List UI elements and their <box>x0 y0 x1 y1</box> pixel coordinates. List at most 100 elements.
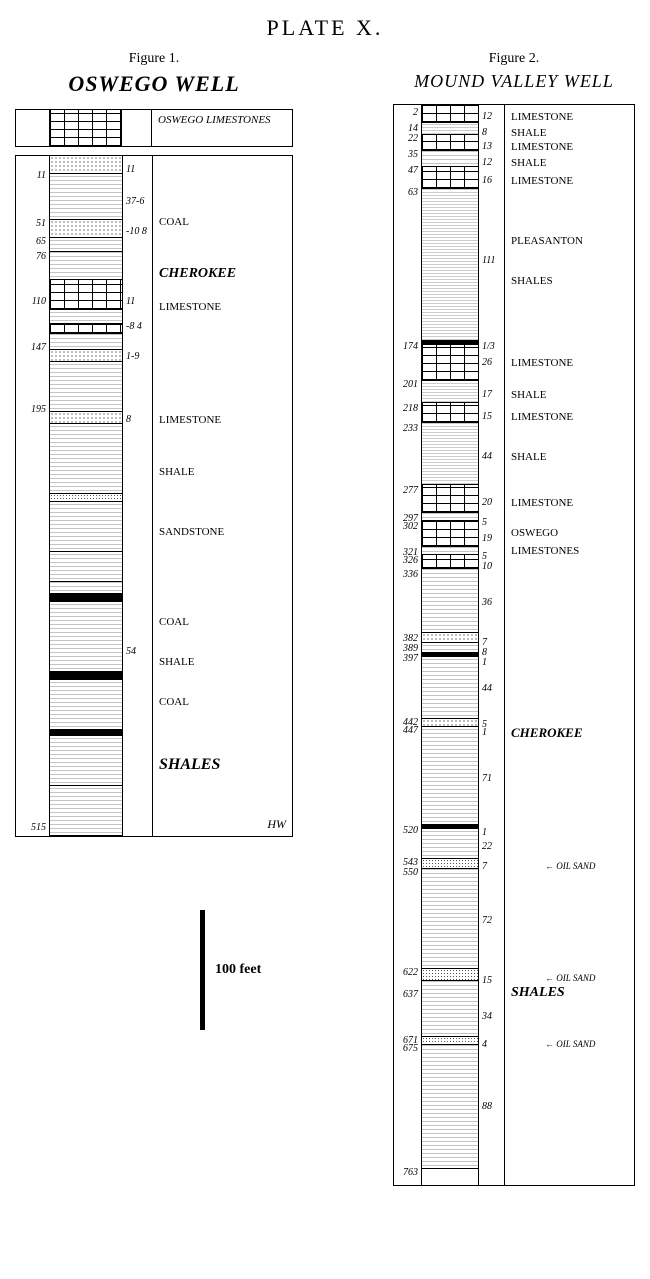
rock-label: SHALE <box>511 451 546 463</box>
depth-value: 515 <box>31 822 46 833</box>
litho-layer <box>50 502 122 552</box>
litho-layer <box>422 403 478 423</box>
rock-label: SHALES <box>511 275 553 287</box>
rock-label: OSWEGO <box>511 527 558 539</box>
rock-label: COAL <box>159 216 189 228</box>
rock-label: LIMESTONE <box>511 411 573 423</box>
rock-label: LIMESTONE <box>511 357 573 369</box>
litho-layer <box>422 381 478 403</box>
thickness-value: 88 <box>482 1101 492 1112</box>
litho-layer <box>50 736 122 786</box>
rock-label: SANDSTONE <box>159 526 224 538</box>
thickness-value: 16 <box>482 175 492 186</box>
litho-layer <box>422 719 478 727</box>
litho-layer <box>50 252 122 280</box>
depth-value: 302 <box>403 521 418 532</box>
litho-layer <box>50 220 122 238</box>
thickness-value: 1 <box>482 657 487 668</box>
litho-layer <box>50 672 122 680</box>
litho-layer <box>422 643 478 653</box>
litho-layer <box>422 969 478 981</box>
litho-layer <box>422 423 478 485</box>
litho-layer <box>50 156 122 174</box>
arrow-label: ← OIL SAND <box>545 1039 595 1049</box>
thickness-value: 7 <box>482 861 487 872</box>
litho-layer <box>422 105 478 123</box>
thickness-value: 19 <box>482 533 492 544</box>
thickness-value: 44 <box>482 451 492 462</box>
figure-1-label: Figure 1. <box>129 51 180 67</box>
rock-label: COAL <box>159 616 189 628</box>
rock-label: SHALE <box>511 127 546 139</box>
litho-layer <box>50 786 122 836</box>
rock-label: LIMESTONES <box>511 545 579 557</box>
depth-value: 637 <box>403 989 418 1000</box>
depth-value: 201 <box>403 379 418 390</box>
thickness-value: 20 <box>482 497 492 508</box>
litho-layer <box>422 633 478 643</box>
rock-label: SHALES <box>159 756 220 774</box>
depth-value: 65 <box>36 236 46 247</box>
depth-value: 35 <box>408 149 418 160</box>
litho-layer <box>50 238 122 252</box>
arrow-label: ← OIL SAND <box>545 973 595 983</box>
litho-layer <box>50 494 122 502</box>
rock-label: LIMESTONE <box>159 301 221 313</box>
thickness-value: 37-6 <box>126 196 144 207</box>
litho-layer <box>422 727 478 825</box>
rock-label: CHEROKEE <box>511 725 583 741</box>
thickness-value: 72 <box>482 915 492 926</box>
figure-1-title: OSWEGO WELL <box>68 71 239 97</box>
thickness-value: 4 <box>482 1039 487 1050</box>
depth-value: 397 <box>403 653 418 664</box>
litho-layer <box>50 594 122 602</box>
litho-layer <box>422 485 478 513</box>
depth-value: 326 <box>403 555 418 566</box>
litho-layer <box>50 680 122 730</box>
thickness-value: 8 <box>126 414 131 425</box>
thickness-value: 111 <box>482 255 496 266</box>
thickness-value: -8 4 <box>126 321 142 332</box>
thickness-value: 15 <box>482 975 492 986</box>
depth-value: 195 <box>31 404 46 415</box>
litho-layer <box>422 569 478 633</box>
thickness-value: 11 <box>126 164 135 175</box>
litho-layer <box>50 412 122 424</box>
depth-value: 76 <box>36 251 46 262</box>
rock-label: CHEROKEE <box>159 266 236 282</box>
litho-layer <box>422 345 478 381</box>
rock-label: LIMESTONE <box>511 497 573 509</box>
scale-line <box>200 910 205 1030</box>
figure-2-label: Figure 2. <box>489 51 540 67</box>
depth-value: 233 <box>403 423 418 434</box>
oswego-top-label: OSWEGO LIMESTONES <box>152 110 292 146</box>
rock-label: SHALE <box>159 656 194 668</box>
litho-layer <box>422 859 478 869</box>
rock-label: SHALES <box>511 985 565 1001</box>
litho-layer <box>422 869 478 969</box>
depth-value: 622 <box>403 967 418 978</box>
depth-value: 550 <box>403 867 418 878</box>
depth-value: 147 <box>31 342 46 353</box>
thickness-value: 36 <box>482 597 492 608</box>
oswego-top-box: OSWEGO LIMESTONES <box>15 109 293 147</box>
thickness-value: 12 <box>482 157 492 168</box>
litho-layer <box>422 829 478 859</box>
rock-label: COAL <box>159 696 189 708</box>
depth-value: 22 <box>408 133 418 144</box>
litho-layer <box>422 521 478 547</box>
depth-value: 218 <box>403 403 418 414</box>
figure-2-column: Figure 2. MOUND VALLEY WELL 214223547631… <box>393 51 635 1186</box>
thickness-value: 34 <box>482 1011 492 1022</box>
thickness-value: 5 <box>482 517 487 528</box>
depth-value: 447 <box>403 725 418 736</box>
thickness-value: 26 <box>482 357 492 368</box>
thickness-value: 17 <box>482 389 492 400</box>
litho-layer <box>50 424 122 494</box>
scale-label: 100 feet <box>215 962 261 978</box>
thickness-value: 44 <box>482 683 492 694</box>
figure-1-well-box: 11516576110147195515 1137-6-10 811-8 41-… <box>15 155 293 837</box>
thickness-value: 22 <box>482 841 492 852</box>
litho-layer <box>50 602 122 672</box>
rock-label: LIMESTONE <box>511 141 573 153</box>
